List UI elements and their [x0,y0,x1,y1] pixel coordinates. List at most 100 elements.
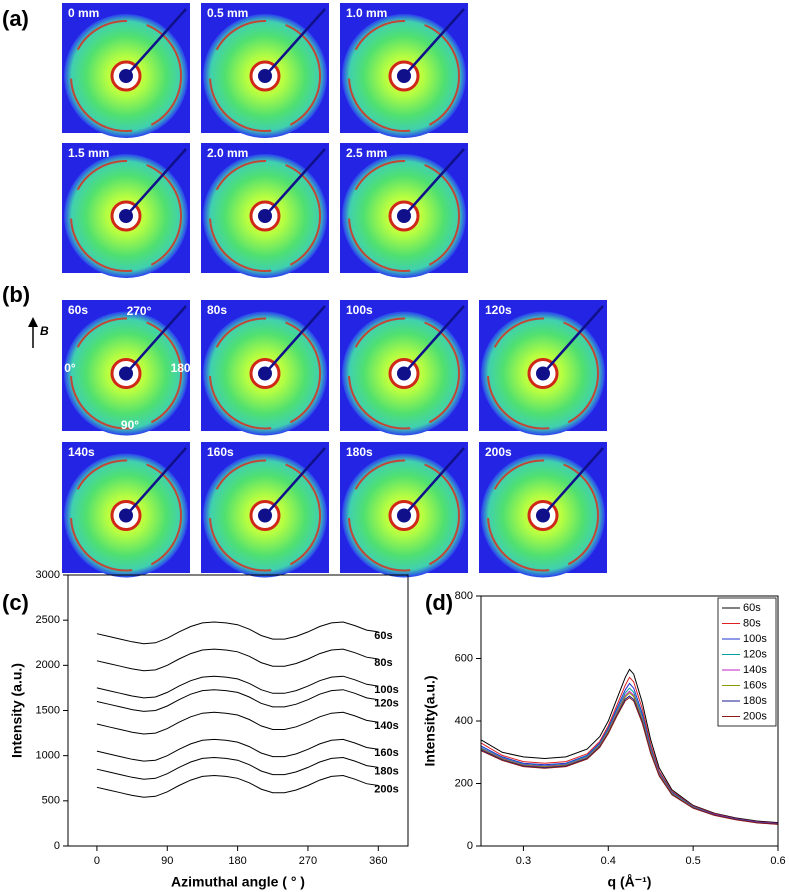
series-line [96,756,379,780]
beamstop-arm [264,148,326,217]
series-line [96,621,379,645]
saxs-image: 160s [201,442,329,578]
series-label: 140s [374,720,398,732]
y-tick-label: 200 [455,777,473,789]
x-tick-label: 360 [369,855,387,867]
series-line [96,689,379,712]
beamstop [258,209,272,223]
series-line [96,675,379,699]
saxs-image: 60s [62,300,190,436]
x-tick-label: 0.6 [770,855,785,867]
saxs-image: 0.5 mm [201,3,329,138]
saxs-image: 120s [479,300,607,436]
ring [70,459,182,572]
x-tick-label: 180 [228,855,246,867]
legend-label: 200s [743,710,767,722]
x-tick-label: 0.4 [601,855,616,867]
beamstop-arm [403,447,465,517]
ring [209,459,321,572]
angle-label: 0° [64,361,76,375]
beamstop [397,209,411,223]
y-tick-label: 2500 [36,614,60,626]
ring [70,20,182,132]
series-line [480,696,779,825]
beamstop-arm [125,305,187,375]
beamstop-arm [403,8,465,77]
ring [348,20,460,132]
beamstop-arm [264,8,326,77]
y-tick-label: 800 [455,590,473,602]
ring [70,160,182,272]
series-label: 160s [374,747,398,759]
plot-frame [67,574,409,847]
saxs-image: 180s [340,442,468,578]
legend-label: 60s [743,602,761,614]
ring [209,20,321,132]
legend-label: 80s [743,617,761,629]
saxs-image: 1.0 mm [340,3,468,138]
beamstop [397,69,411,83]
beamstop [119,366,133,381]
saxs-image: 200s [479,442,607,578]
image-label: 0.5 mm [207,6,248,20]
y-tick-label: 1000 [36,750,60,762]
beamstop-arm [125,148,187,217]
angle-label: 270° [127,304,152,318]
saxs-image: 2.0 mm [201,143,329,278]
ring [209,317,321,430]
image-label: 80s [207,303,227,317]
saxs-image: 80s [201,300,329,436]
series-line [480,668,779,824]
series-line [96,648,379,672]
angle-label: 90° [121,418,139,432]
image-label: 140s [68,445,95,459]
saxs-image: 1.5 mm [62,143,190,278]
ring [487,317,599,430]
y-tick-label: 400 [455,715,473,727]
saxs-image: 2.5 mm [340,143,468,278]
panel-letter: (a) [2,6,29,31]
series-line [96,738,379,762]
legend-label: 160s [743,679,767,691]
series-label: 120s [374,698,398,710]
beamstop [258,508,272,523]
legend-box [717,597,777,727]
series-label: 60s [374,630,392,642]
x-axis-label: q (Å⁻¹) [608,874,652,890]
image-label: 2.0 mm [207,146,248,160]
image-label: 180s [346,445,373,459]
panel-letter: (b) [2,282,30,307]
x-axis-label: Azimuthal angle ( ° ) [171,874,305,890]
y-tick-label: 0 [54,840,60,852]
image-label: 60s [68,303,88,317]
field-label: B [40,324,49,338]
saxs-image: 140s [62,442,190,578]
ring [70,317,182,430]
y-tick-label: 1500 [36,704,60,716]
y-tick-label: 500 [42,795,60,807]
saxs-image: 100s [340,300,468,436]
image-label: 0 mm [68,6,99,20]
beamstop-arm [125,447,187,517]
series-line [480,676,779,824]
series-line [96,711,379,735]
legend-label: 100s [743,633,767,645]
beamstop [119,209,133,223]
ring [348,459,460,572]
image-label: 200s [485,445,512,459]
plot-frame [480,595,779,847]
image-label: 1.5 mm [68,146,109,160]
beamstop-arm [125,8,187,77]
x-tick-label: 0.3 [516,855,531,867]
beamstop [258,366,272,381]
beamstop-arm [542,305,604,375]
ring [487,459,599,572]
beamstop-arm [542,447,604,517]
beamstop [536,508,550,523]
image-label: 1.0 mm [346,6,387,20]
ring [209,160,321,272]
panel-letter: (c) [2,590,29,615]
image-label: 160s [207,445,234,459]
beamstop-arm [403,148,465,217]
